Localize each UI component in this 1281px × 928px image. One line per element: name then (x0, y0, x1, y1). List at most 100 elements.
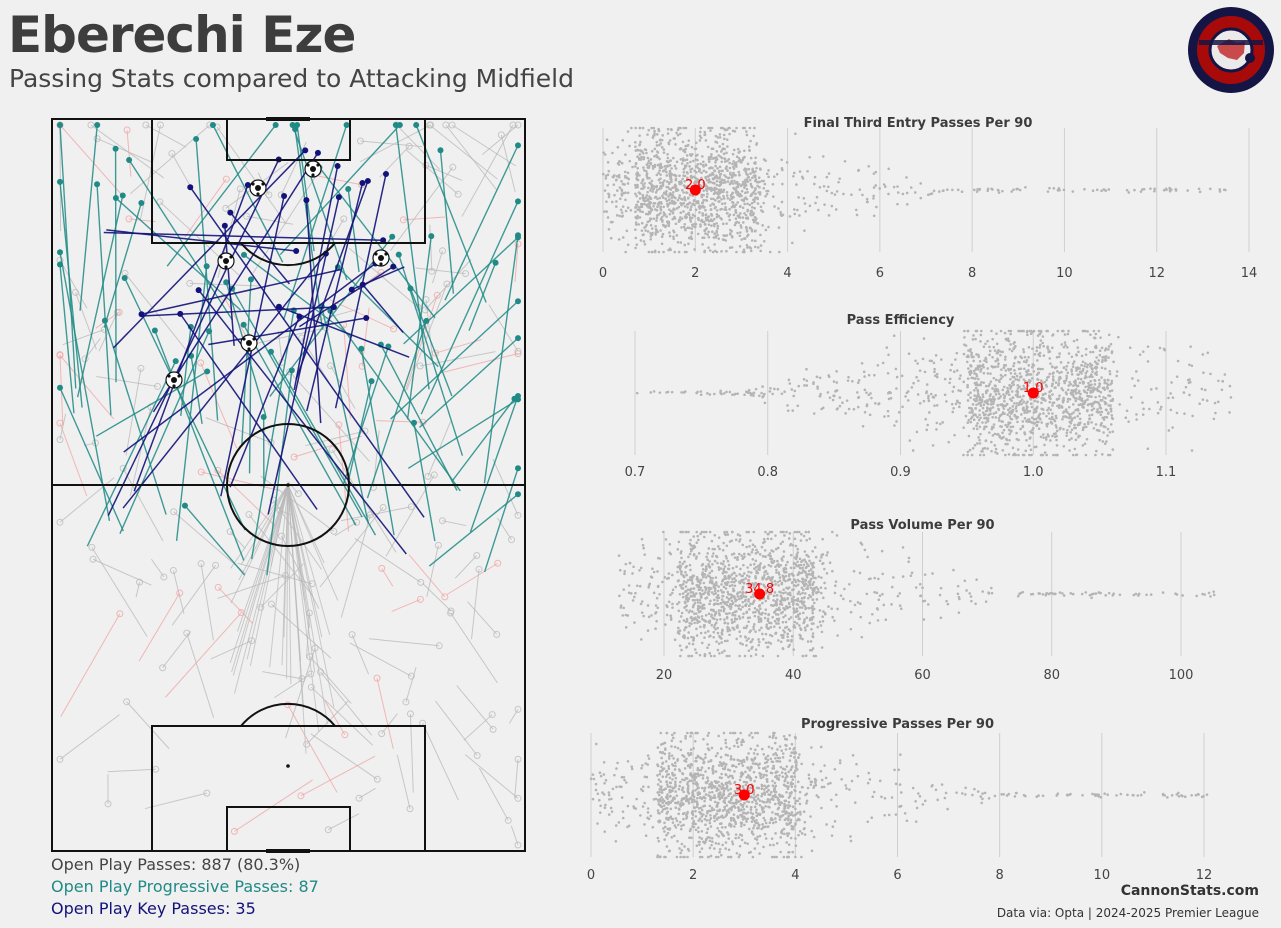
distribution-point (812, 412, 816, 415)
distribution-point (1045, 385, 1049, 388)
distribution-point (752, 623, 756, 626)
distribution-point (728, 166, 732, 170)
distribution-point (720, 605, 724, 609)
distribution-point (1061, 399, 1065, 402)
distribution-point (719, 562, 723, 565)
distribution-point (751, 557, 755, 561)
distribution-point (761, 555, 765, 558)
distribution-point (796, 597, 800, 600)
distribution-point (881, 361, 885, 365)
distribution-point (1018, 401, 1022, 404)
distribution-point (795, 602, 799, 606)
distribution-point (617, 173, 621, 177)
distribution-point (760, 391, 763, 395)
distribution-point (698, 204, 702, 208)
distribution-point (995, 332, 998, 335)
distribution-point (1051, 404, 1054, 407)
distribution-point (780, 158, 783, 162)
distribution-point (1009, 387, 1012, 390)
distribution-point (1028, 391, 1032, 394)
distribution-point (712, 603, 716, 607)
distribution-point (785, 625, 789, 629)
distribution-point (1038, 416, 1041, 420)
distribution-point (745, 644, 748, 647)
distribution-point (604, 174, 608, 178)
distribution-point (679, 565, 683, 568)
distribution-point (744, 213, 748, 217)
distribution-point (725, 583, 729, 587)
distribution-point (1001, 189, 1004, 193)
distribution-point (707, 126, 710, 130)
distribution-point (1051, 334, 1054, 337)
distribution-point (648, 181, 651, 185)
distribution-point (754, 582, 758, 585)
distribution-point (727, 597, 731, 601)
distribution-point (660, 235, 664, 238)
distribution-point (876, 363, 880, 367)
distribution-point (721, 628, 724, 632)
distribution-point (1010, 349, 1014, 353)
distribution-point (689, 236, 692, 240)
distribution-point (991, 365, 995, 369)
distribution-point (713, 623, 717, 627)
distribution-point (993, 390, 997, 393)
distribution-point (670, 193, 674, 197)
distribution-point (742, 221, 745, 224)
distribution-point (704, 216, 708, 220)
distribution-point (740, 594, 743, 597)
distribution-point (803, 229, 806, 232)
progressive-pass-line (282, 124, 348, 321)
distribution-point (1030, 365, 1034, 369)
distribution-point (820, 556, 823, 559)
distribution-point (851, 379, 854, 383)
distribution-point (640, 187, 643, 191)
distribution-point (754, 591, 758, 595)
distribution-point (748, 203, 752, 207)
distribution-point (1174, 187, 1177, 191)
distribution-point (986, 400, 989, 403)
distribution-point (824, 586, 827, 590)
distribution-point (1095, 362, 1098, 365)
distribution-point (707, 562, 710, 566)
distribution-point (681, 574, 685, 577)
distribution-point (796, 592, 800, 596)
distribution-point (1032, 329, 1036, 333)
distribution-point (1037, 371, 1040, 375)
distribution-point (684, 228, 687, 232)
distribution-point (1016, 420, 1019, 424)
distribution-point (1039, 453, 1043, 457)
distribution-point (1040, 396, 1044, 400)
distribution-point (906, 399, 910, 402)
distribution-point (706, 630, 710, 633)
distribution-point (1080, 403, 1084, 407)
distribution-point (665, 190, 668, 193)
distribution-point (828, 396, 832, 399)
pass-line (340, 514, 371, 618)
distribution-point (787, 645, 790, 649)
progressive-pass-end (119, 192, 126, 199)
distribution-point (735, 180, 739, 184)
distribution-point (735, 126, 738, 130)
distribution-point (660, 146, 664, 149)
distribution-point (1153, 189, 1156, 193)
distribution-point (653, 154, 656, 158)
distribution-point (619, 197, 622, 201)
distribution-point (639, 239, 643, 242)
distribution-point (1009, 430, 1013, 433)
distribution-point (1111, 593, 1115, 597)
distribution-point (1022, 400, 1026, 403)
distribution-point (701, 163, 705, 167)
distribution-point (1110, 413, 1114, 417)
distribution-point (713, 392, 716, 396)
distribution-point (751, 582, 754, 585)
distribution-point (752, 220, 756, 224)
distribution-point (706, 574, 710, 577)
distribution-point (1068, 397, 1072, 401)
distribution-point (1228, 384, 1232, 388)
distribution-point (695, 576, 699, 579)
distribution-point (941, 189, 945, 193)
distribution-point (715, 595, 719, 599)
distribution-point (783, 534, 786, 537)
distribution-point (1045, 592, 1049, 595)
distribution-point (736, 214, 740, 218)
